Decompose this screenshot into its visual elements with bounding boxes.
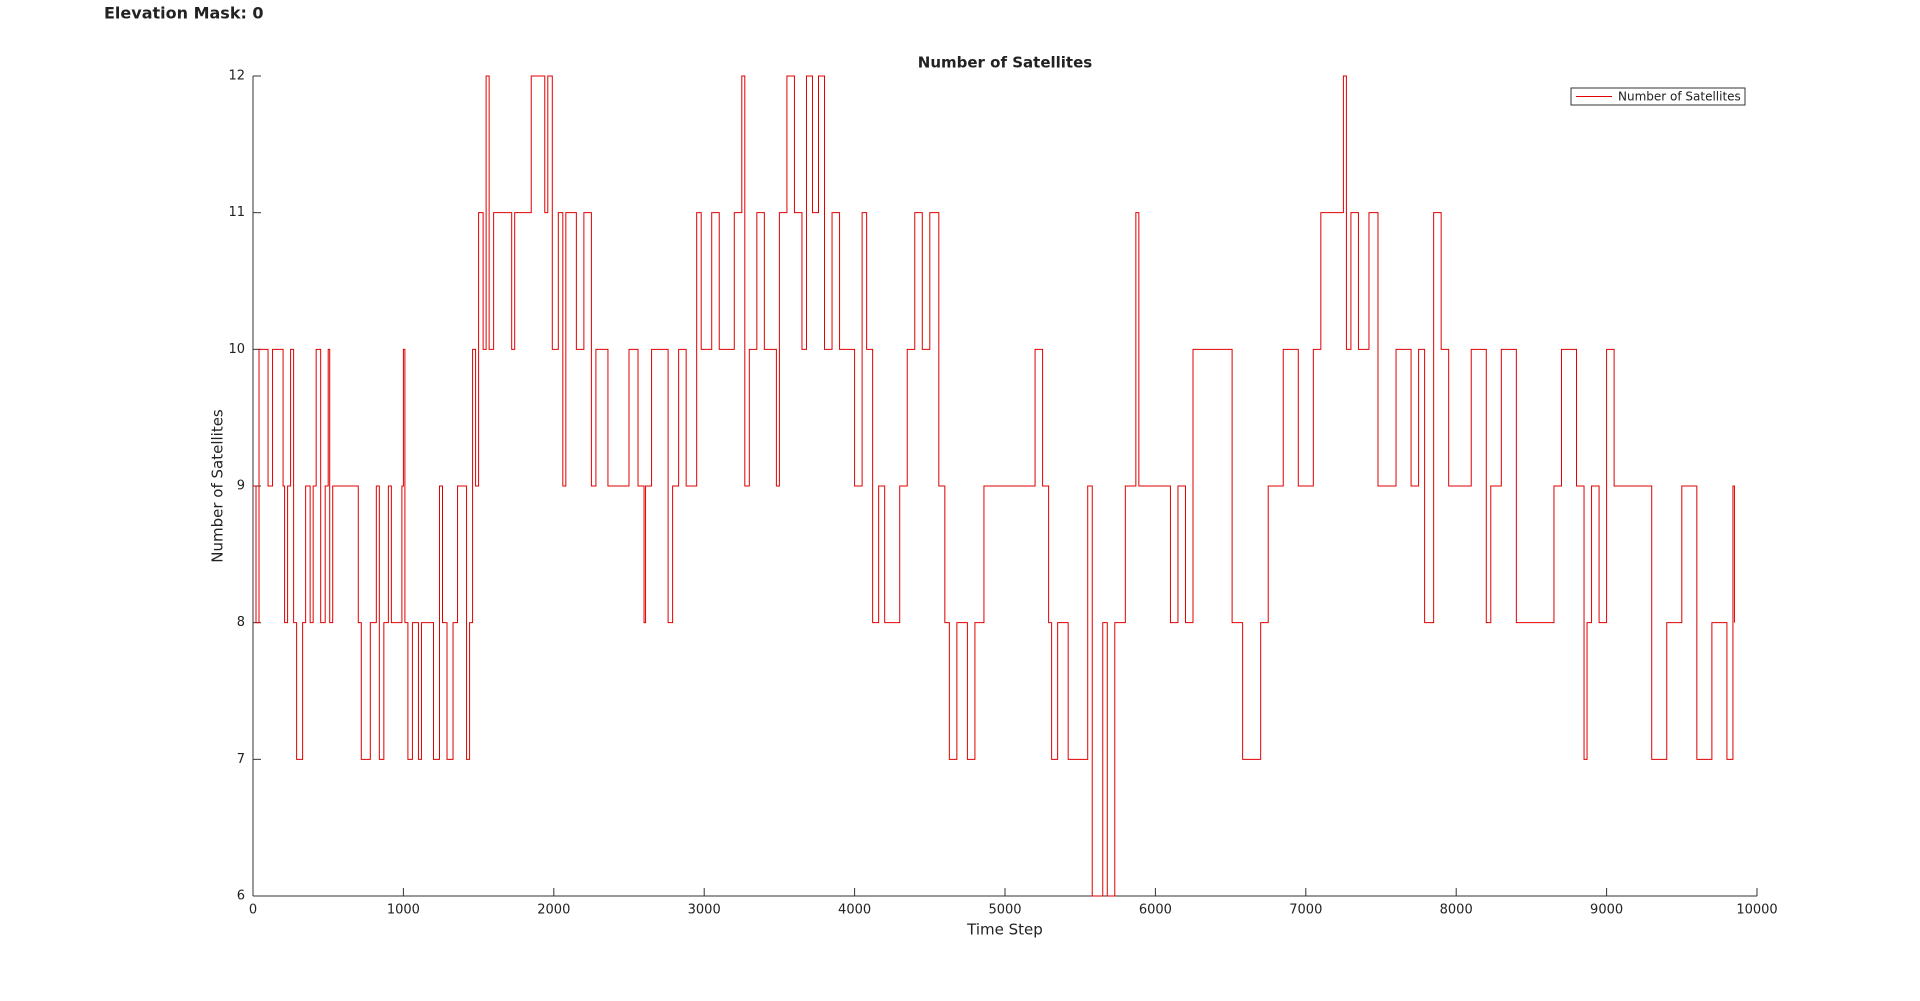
x-tick-label: 7000: [1289, 903, 1322, 918]
y-tick-label: 10: [228, 342, 245, 357]
y-tick-label: 8: [237, 615, 245, 630]
y-tick-label: 12: [228, 69, 245, 84]
data-line: [253, 75, 1735, 897]
y-tick-label: 11: [228, 205, 245, 220]
chart-title: Number of Satellites: [918, 54, 1092, 72]
x-tick-label: 5000: [988, 903, 1021, 918]
y-tick-label: 7: [237, 752, 245, 767]
page-title: Elevation Mask: 0: [104, 4, 264, 23]
y-tick-label: 6: [237, 889, 245, 904]
legend-label: Number of Satellites: [1618, 90, 1741, 104]
x-tick-label: 1000: [387, 903, 420, 918]
x-tick-label: 2000: [537, 903, 570, 918]
legend-box: [1570, 87, 1746, 106]
x-axis-label: Time Step: [966, 921, 1043, 939]
x-tick-label: 4000: [838, 903, 871, 918]
x-tick-label: 10000: [1736, 903, 1777, 918]
y-axis-label: Number of Satellites: [209, 409, 227, 563]
x-tick-label: 9000: [1590, 903, 1623, 918]
x-tick-label: 0: [249, 903, 257, 918]
x-tick-label: 6000: [1139, 903, 1172, 918]
x-tick-label: 8000: [1440, 903, 1473, 918]
y-tick-label: 9: [237, 479, 245, 494]
x-tick-label: 3000: [688, 903, 721, 918]
